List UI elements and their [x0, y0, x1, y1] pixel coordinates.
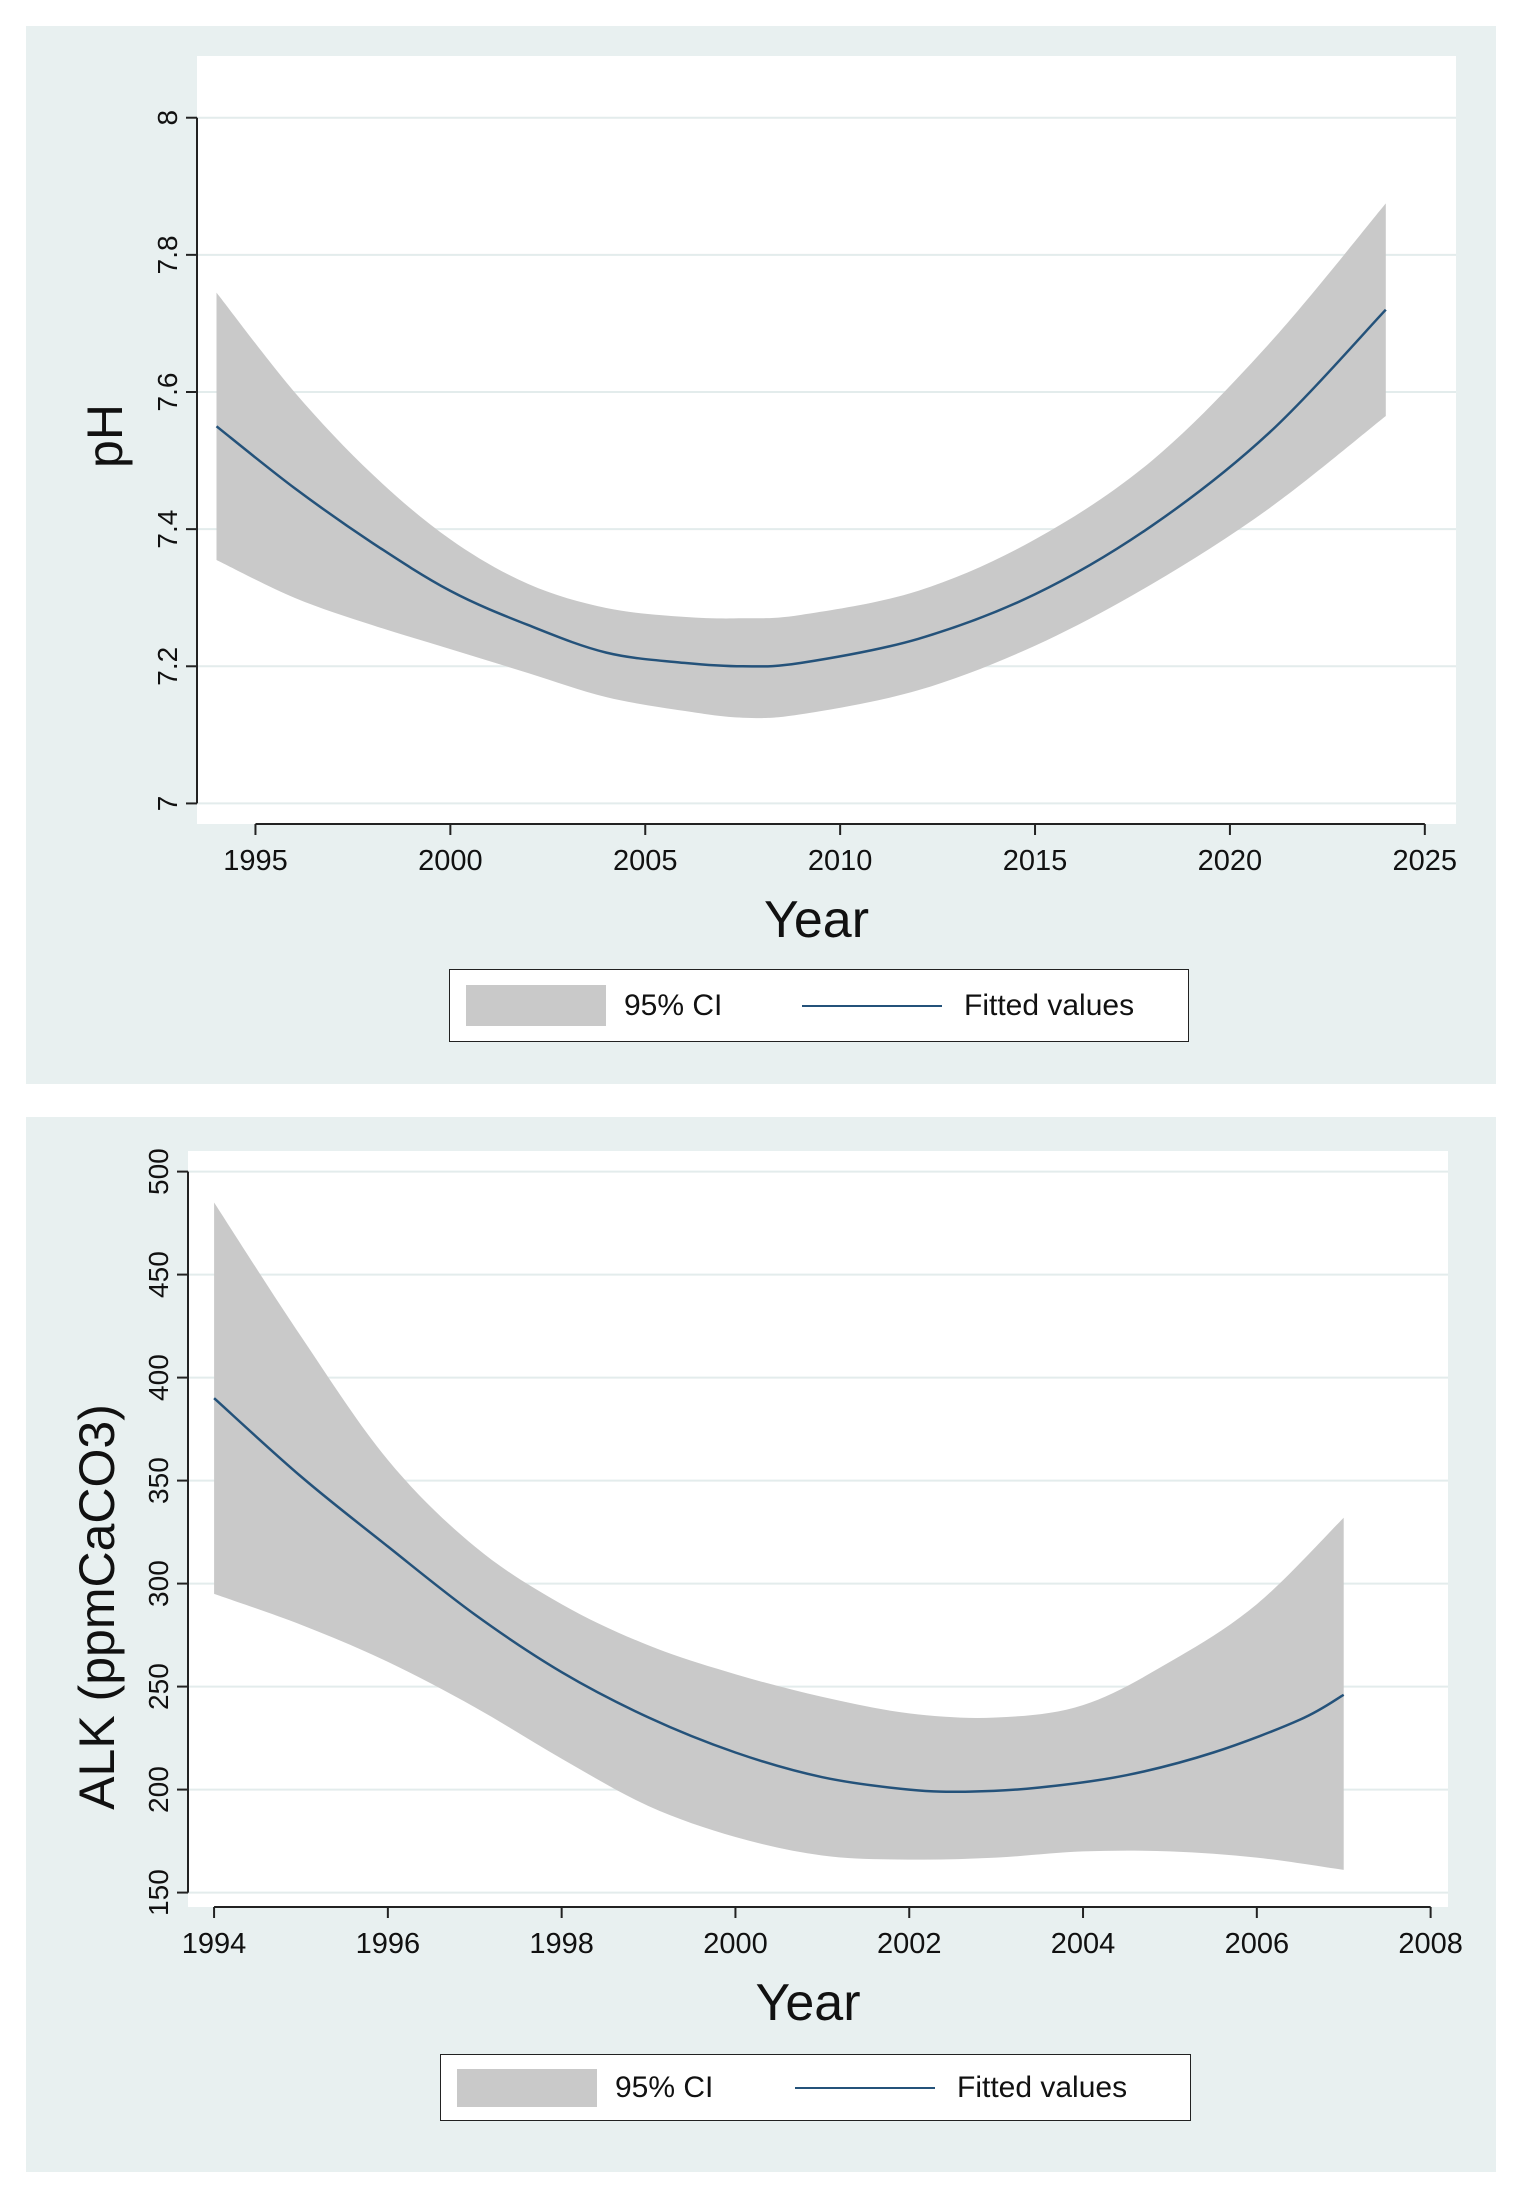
ph-chart: 7 7.2 7.4 7.6 7.8 8 1995 2000 2005 2010 2015 2020 20… — [77, 56, 1458, 949]
y-tick-label: 400 — [143, 1354, 174, 1401]
x-tick-label: 2025 — [1393, 845, 1458, 877]
alk-chart-panel: 150 200 250 300 350 400 450 500 1994 1996 1998 2000… — [26, 1117, 1496, 2172]
fitted-line — [215, 308, 1387, 668]
x-tick-label: 2008 — [1398, 1928, 1463, 1960]
fitted-legend-label: Fitted values — [964, 989, 1135, 1022]
x-axis-title: Year — [755, 1974, 860, 2032]
x-tick-label: 2005 — [613, 845, 678, 877]
y-tick-label: 7.2 — [152, 647, 183, 686]
y-tick-label: 300 — [143, 1560, 174, 1607]
fitted-legend-line — [802, 1005, 942, 1007]
y-tick-label: 7.8 — [152, 235, 183, 274]
ci-legend-swatch — [466, 985, 606, 1026]
ph-chart-panel: 7 7.2 7.4 7.6 7.8 8 1995 2000 2005 2010 2015 2020 20… — [26, 26, 1496, 1084]
x-tick-label: 2020 — [1198, 845, 1263, 877]
y-tick-label: 7.6 — [152, 373, 183, 412]
x-tick-label: 1994 — [182, 1928, 247, 1960]
y-tick-label: 450 — [143, 1251, 174, 1298]
y-axis-title: pH — [77, 404, 133, 468]
ci-band — [214, 1202, 1344, 1870]
y-axis-title: ALK (ppmCaCO3) — [69, 1404, 125, 1810]
y-tick-label: 500 — [143, 1148, 174, 1195]
x-axis-title: Year — [764, 891, 869, 949]
ci-legend-label: 95% CI — [615, 2071, 714, 2104]
ci-legend-swatch — [457, 2069, 597, 2107]
fitted-legend-label: Fitted values — [957, 2071, 1128, 2104]
x-tick-label: 1995 — [223, 845, 288, 877]
x-tick-label: 2010 — [808, 845, 873, 877]
x-tick-label: 1996 — [356, 1928, 421, 1960]
y-tick-label: 200 — [143, 1766, 174, 1813]
y-tick-label: 150 — [143, 1869, 174, 1916]
x-tick-label: 2006 — [1225, 1928, 1290, 1960]
ph-chart-legend: 95% CI Fitted values — [449, 969, 1189, 1042]
ci-legend-label: 95% CI — [624, 989, 723, 1022]
y-tick-label: 250 — [143, 1663, 174, 1710]
x-tick-label: 2000 — [418, 845, 483, 877]
ci-band — [216, 203, 1386, 719]
y-tick-label: 350 — [143, 1457, 174, 1504]
y-tick-label: 7.4 — [152, 510, 183, 549]
fitted-line — [213, 1397, 1345, 1794]
y-tick-label: 8 — [152, 110, 183, 126]
y-tick-label: 7 — [152, 796, 183, 812]
x-tick-label: 2004 — [1051, 1928, 1116, 1960]
alk-chart-legend: 95% CI Fitted values — [440, 2054, 1191, 2121]
fitted-legend-line — [795, 2087, 935, 2089]
x-tick-label: 2015 — [1003, 845, 1068, 877]
x-tick-label: 2000 — [703, 1928, 768, 1960]
x-tick-label: 2002 — [877, 1928, 942, 1960]
x-tick-label: 1998 — [529, 1928, 594, 1960]
alk-chart: 150 200 250 300 350 400 450 500 1994 1996 1998 2000… — [69, 1148, 1463, 2032]
